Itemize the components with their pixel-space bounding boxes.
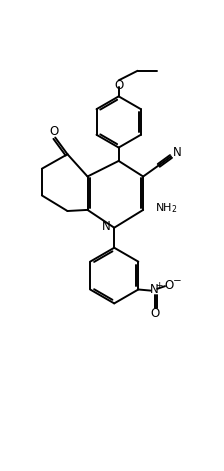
Text: O: O — [114, 79, 123, 92]
Text: NH$_2$: NH$_2$ — [155, 201, 178, 215]
Text: N: N — [150, 283, 159, 296]
Text: O: O — [50, 125, 59, 138]
Text: O: O — [165, 278, 174, 292]
Text: −: − — [173, 276, 182, 286]
Text: N: N — [102, 220, 111, 233]
Text: O: O — [150, 308, 159, 320]
Text: N: N — [173, 146, 182, 159]
Text: +: + — [155, 281, 163, 290]
